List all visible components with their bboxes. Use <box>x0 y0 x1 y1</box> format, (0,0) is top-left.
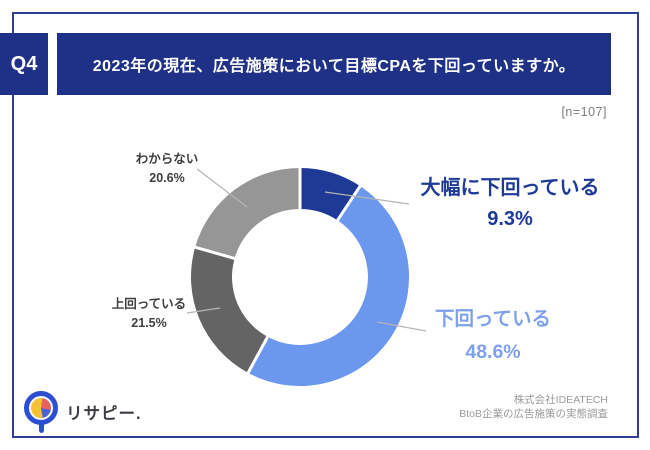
segment-label: わからない <box>135 152 199 166</box>
segment-label: 上回っている <box>111 297 187 311</box>
callout-above-target: 上回っている 21.5% <box>94 295 204 333</box>
segment-value: 48.6% <box>465 341 521 363</box>
callout-unknown: わからない 20.6% <box>112 150 222 188</box>
sample-size-label: [n=107] <box>561 105 607 119</box>
segment-label: 大幅に下回っている <box>420 177 600 199</box>
question-tag-label: Q4 <box>10 52 38 75</box>
segment-value: 20.6% <box>149 171 185 185</box>
segment-label: 下回っている <box>434 308 552 330</box>
magnifier-pie-icon <box>24 391 58 425</box>
magnifier-pie-icon-fill <box>31 398 51 418</box>
slice-separators <box>192 166 363 376</box>
magnifier-handle-icon <box>39 423 44 433</box>
credit-survey: BtoB企業の広告施策の実態調査 <box>459 407 608 420</box>
segment-value: 21.5% <box>131 316 167 330</box>
callout-below-target: 下回っている 48.6% <box>398 303 588 369</box>
callout-far-below-target: 大幅に下回っている 9.3% <box>409 173 611 235</box>
brand-logo-text: リサピー. <box>66 405 142 423</box>
credit-text: 株式会社IDEATECH BtoB企業の広告施策の実態調査 <box>459 394 608 421</box>
segment-value: 9.3% <box>487 208 533 230</box>
credit-company: 株式会社IDEATECH <box>513 394 608 406</box>
leader-lines <box>186 168 427 332</box>
donut-slices <box>191 168 410 387</box>
question-tag: Q4 <box>0 33 48 95</box>
question-title-bar: 2023年の現在、広告施策において目標CPAを下回っていますか。 <box>57 33 611 95</box>
question-title: 2023年の現在、広告施策において目標CPAを下回っていますか。 <box>92 58 576 75</box>
